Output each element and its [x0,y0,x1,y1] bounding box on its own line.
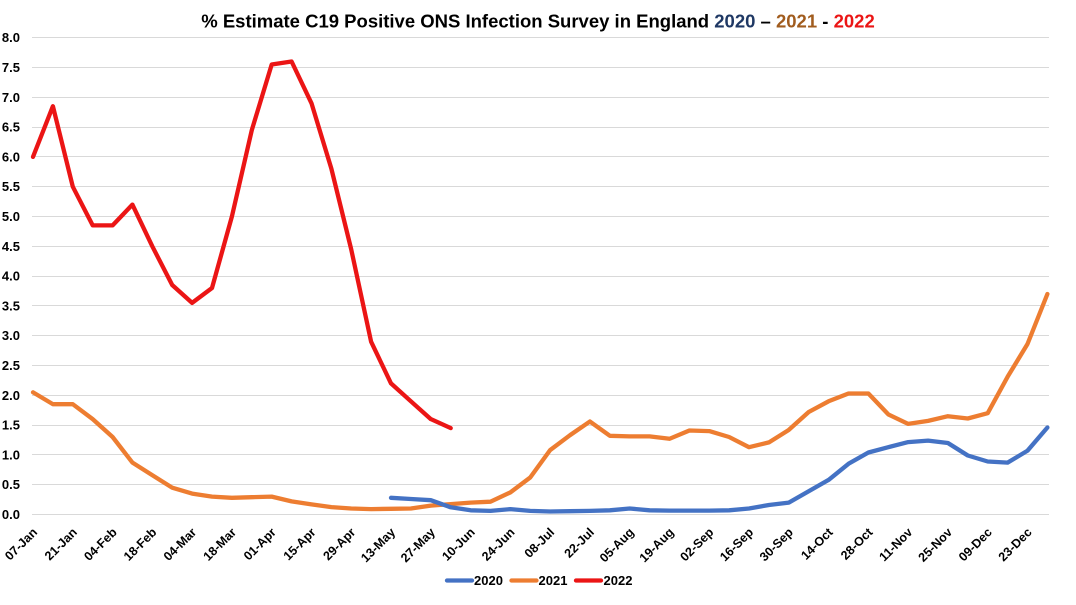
svg-text:8.0: 8.0 [2,30,20,45]
svg-text:3.0: 3.0 [2,328,20,343]
svg-text:7.0: 7.0 [2,90,20,105]
svg-text:22-Jul: 22-Jul [562,525,597,560]
svg-text:25-Nov: 25-Nov [916,525,955,564]
svg-text:28-Oct: 28-Oct [838,525,876,563]
svg-text:21-Jan: 21-Jan [42,525,80,563]
svg-text:% Estimate C19 Positive ONS In: % Estimate C19 Positive ONS Infection Su… [201,11,875,32]
svg-text:1.0: 1.0 [2,447,20,462]
svg-text:5.5: 5.5 [2,179,20,194]
svg-text:19-Aug: 19-Aug [637,525,677,565]
svg-text:5.0: 5.0 [2,209,20,224]
svg-text:16-Sep: 16-Sep [717,525,756,564]
svg-text:04-Feb: 04-Feb [81,525,120,564]
svg-text:4.0: 4.0 [2,269,20,284]
svg-text:3.5: 3.5 [2,298,20,313]
svg-text:2.0: 2.0 [2,388,20,403]
svg-text:2021: 2021 [539,573,568,588]
svg-text:01-Apr: 01-Apr [241,525,279,563]
svg-text:30-Sep: 30-Sep [757,525,796,564]
svg-text:11-Nov: 11-Nov [876,525,915,564]
svg-text:7.5: 7.5 [2,60,20,75]
svg-text:6.5: 6.5 [2,120,20,135]
svg-text:09-Dec: 09-Dec [956,525,995,564]
svg-text:4.5: 4.5 [2,239,20,254]
svg-text:08-Jul: 08-Jul [522,525,557,560]
svg-text:2.5: 2.5 [2,358,20,373]
svg-text:24-Jun: 24-Jun [479,525,517,563]
svg-text:13-May: 13-May [358,525,398,565]
svg-text:15-Apr: 15-Apr [281,525,319,563]
svg-text:02-Sep: 02-Sep [678,525,717,564]
svg-text:05-Aug: 05-Aug [597,525,637,565]
svg-text:29-Apr: 29-Apr [320,525,358,563]
svg-text:10-Jun: 10-Jun [439,525,477,563]
svg-text:27-May: 27-May [398,525,438,565]
svg-text:18-Feb: 18-Feb [121,525,160,564]
svg-text:14-Oct: 14-Oct [798,525,836,563]
svg-text:18-Mar: 18-Mar [201,525,239,563]
svg-text:0.5: 0.5 [2,477,20,492]
svg-text:23-Dec: 23-Dec [996,525,1035,564]
svg-text:07-Jan: 07-Jan [2,525,40,563]
svg-text:6.0: 6.0 [2,149,20,164]
svg-text:2022: 2022 [604,573,633,588]
svg-text:0.0: 0.0 [2,507,20,522]
svg-text:2020: 2020 [474,573,503,588]
svg-text:04-Mar: 04-Mar [161,525,199,563]
svg-text:1.5: 1.5 [2,418,20,433]
